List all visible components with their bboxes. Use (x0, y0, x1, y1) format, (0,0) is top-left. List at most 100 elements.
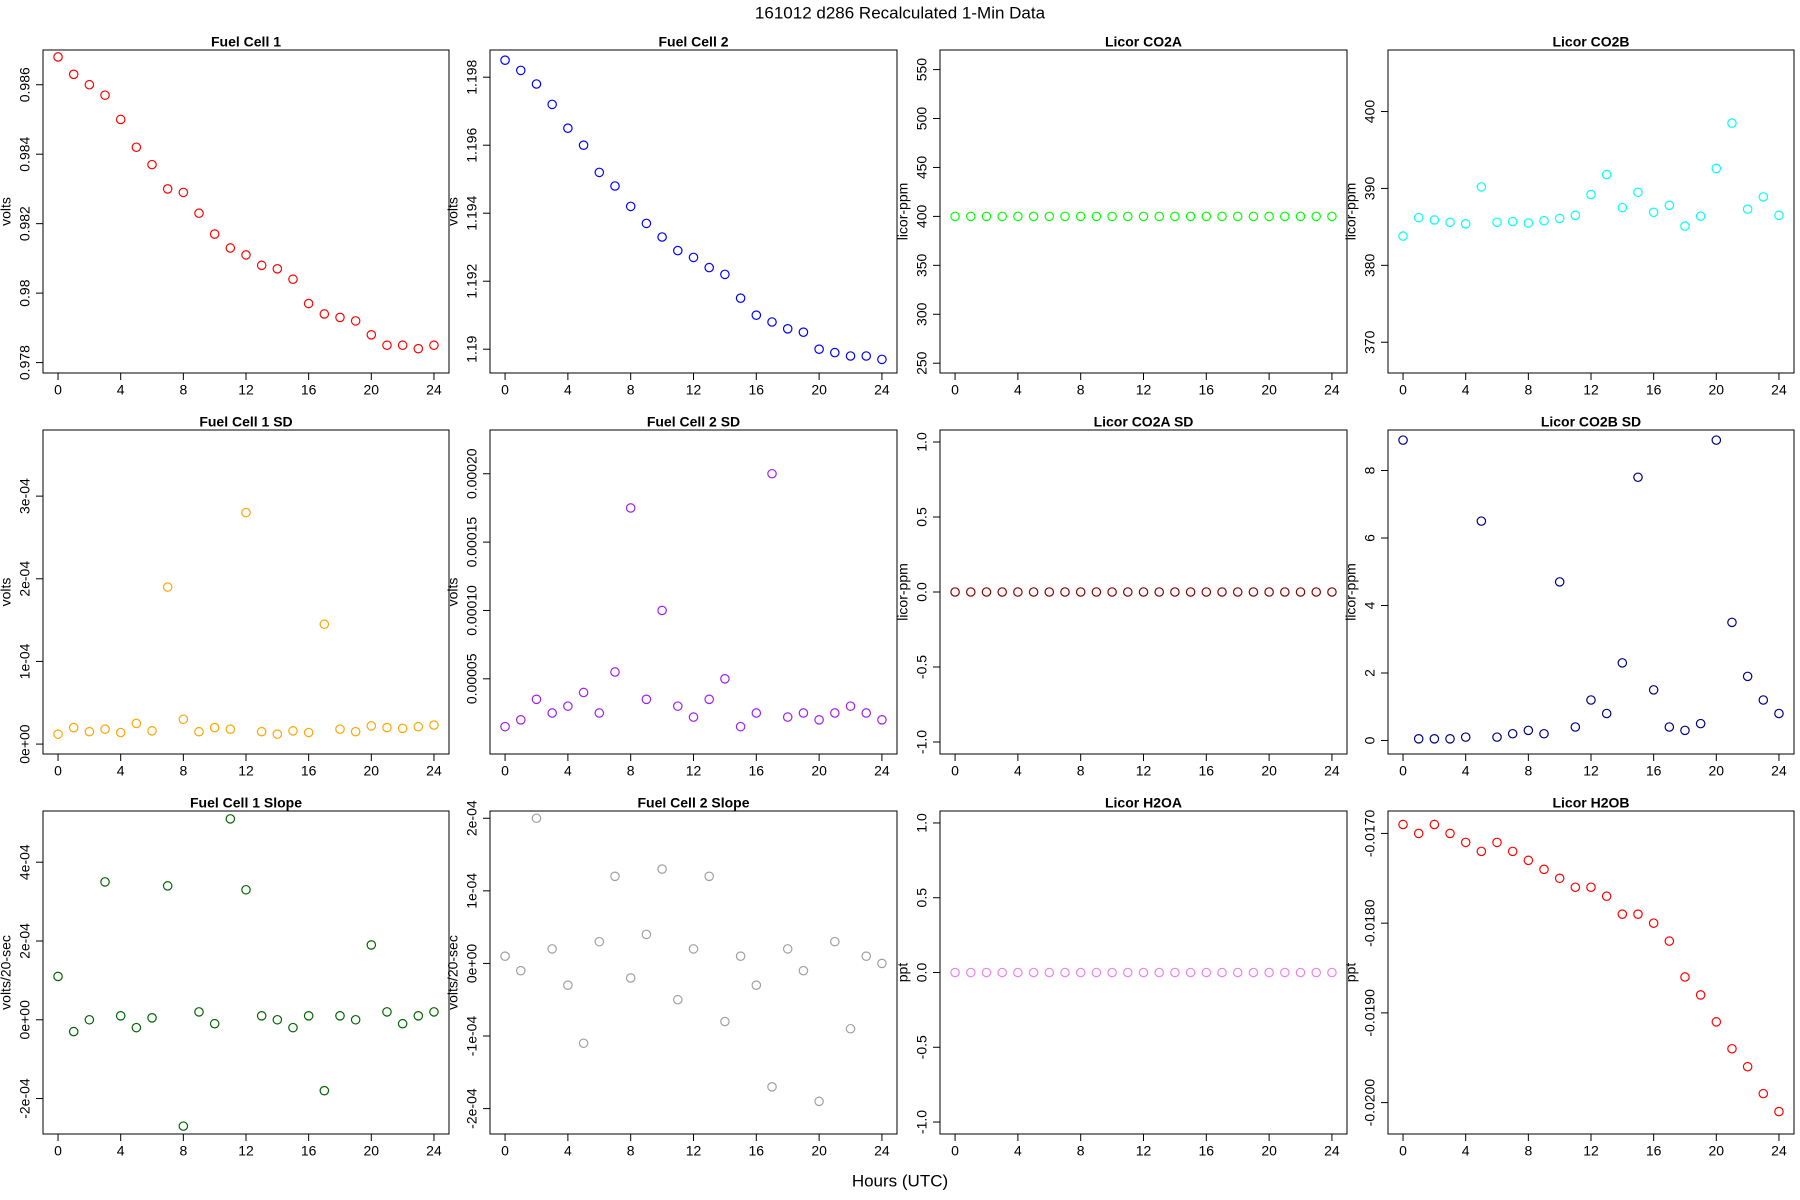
y-tick-label: 3e-04 (17, 478, 33, 514)
point (1664, 722, 1675, 732)
point (610, 871, 620, 882)
y-tick-label: 2e-04 (17, 923, 33, 959)
panel-title: Licor CO2A (1105, 34, 1182, 50)
x-tick-label: 12 (1136, 1143, 1152, 1159)
point (594, 936, 605, 947)
point (1539, 215, 1549, 226)
point (563, 980, 573, 991)
point (382, 722, 392, 733)
point (1248, 587, 1259, 597)
y-axis-label: licor-ppm (1343, 183, 1359, 241)
point (53, 52, 63, 62)
x-tick-label: 12 (1136, 763, 1152, 779)
x-tick-label: 24 (1324, 763, 1340, 779)
point (1398, 435, 1408, 445)
point (1248, 211, 1259, 222)
point (751, 310, 762, 320)
x-tick-label: 12 (686, 763, 702, 779)
point (1028, 967, 1039, 978)
point (241, 507, 251, 518)
point (1492, 732, 1502, 742)
point (1232, 211, 1243, 222)
point (194, 208, 204, 219)
y-tick-label: 1e-04 (17, 643, 33, 679)
plot-frame (939, 49, 1348, 374)
point (225, 243, 236, 253)
y-tick-label: -2e-04 (17, 1078, 33, 1119)
point (272, 729, 283, 739)
point (1185, 587, 1196, 597)
x-tick-label: 8 (627, 382, 635, 398)
point (272, 1014, 283, 1025)
point (830, 347, 840, 358)
point (625, 201, 636, 212)
x-tick-label: 0 (951, 382, 959, 398)
y-tick-label: -1.0 (914, 730, 930, 754)
point (1091, 211, 1102, 222)
point (162, 184, 173, 194)
x-tick-label: 4 (1462, 763, 1470, 779)
point (767, 468, 777, 479)
point (1060, 967, 1070, 978)
point (397, 340, 408, 351)
point (1492, 217, 1502, 228)
point (1028, 587, 1039, 597)
point (1476, 516, 1487, 526)
panel-title: Fuel Cell 1 Slope (190, 795, 302, 811)
panel-title: Fuel Cell 1 SD (199, 414, 292, 430)
point (68, 722, 79, 733)
point (1217, 967, 1227, 978)
point (131, 142, 142, 153)
y-tick-label: 1.0 (914, 432, 930, 452)
point (1154, 587, 1165, 597)
point (147, 1012, 157, 1023)
x-tick-label: 16 (301, 763, 317, 779)
point (625, 973, 636, 983)
point (657, 864, 667, 874)
point (1107, 587, 1117, 597)
y-tick-label: 1.194 (464, 195, 480, 230)
x-tick-label: 12 (1583, 1143, 1599, 1159)
point (241, 884, 251, 895)
point (115, 727, 126, 738)
x-tick-label: 4 (1462, 1143, 1470, 1159)
point (241, 250, 251, 260)
y-tick-label: -0.0180 (1362, 899, 1378, 947)
y-tick-label: 4e-04 (17, 844, 33, 880)
x-tick-label: 4 (1014, 763, 1022, 779)
y-tick-label: 0.982 (17, 206, 33, 241)
point (531, 813, 542, 824)
point (594, 167, 605, 178)
point (1075, 211, 1086, 222)
point (147, 159, 157, 170)
y-tick-label: -0.5 (914, 1035, 930, 1059)
point (688, 944, 699, 954)
point (578, 1038, 589, 1049)
x-tick-label: 24 (426, 763, 442, 779)
y-tick-label: 0.0 (914, 963, 930, 983)
y-tick-label: 1.198 (464, 59, 480, 94)
point (256, 726, 267, 737)
y-tick-label: 0.00020 (464, 448, 480, 499)
point (610, 667, 620, 677)
point (798, 327, 809, 337)
point (1570, 722, 1581, 732)
y-tick-label: 0.978 (17, 345, 33, 380)
point (782, 323, 793, 334)
x-tick-label: 16 (1199, 763, 1215, 779)
point (720, 674, 730, 684)
x-tick-label: 20 (811, 763, 827, 779)
panel-title: Fuel Cell 1 (211, 34, 281, 50)
y-tick-label: 0.00005 (464, 653, 480, 704)
y-tick-label: 2e-04 (464, 800, 480, 836)
x-tick-label: 20 (811, 1143, 827, 1159)
point (1154, 967, 1165, 978)
point (100, 877, 110, 887)
point (1523, 855, 1534, 866)
point (997, 587, 1007, 597)
point (1075, 967, 1086, 978)
point (997, 211, 1007, 222)
point (194, 726, 204, 737)
y-axis-label: volts/20-sec (445, 935, 461, 1010)
point (1554, 873, 1565, 884)
